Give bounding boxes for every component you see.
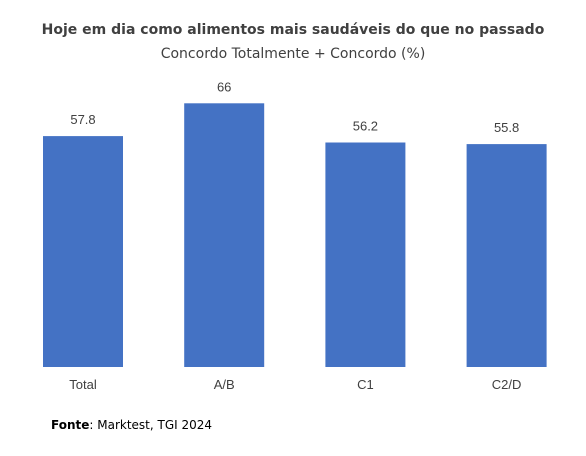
x-tick-label-c2-d: C2/D <box>492 377 522 392</box>
chart-subtitle: Concordo Totalmente + Concordo (%) <box>160 46 426 62</box>
data-label-c2-d: 55.8 <box>494 120 519 135</box>
chart-title: Hoje em dia como alimentos mais saudávei… <box>41 22 545 38</box>
data-label-a-b: 66 <box>217 79 231 94</box>
bar-c2-d <box>466 144 547 367</box>
source-text: : Marktest, TGI 2024 <box>89 418 213 432</box>
source-label: Fonte <box>51 418 90 432</box>
bar-total <box>43 136 123 367</box>
source-footnote: Fonte: Marktest, TGI 2024 <box>51 418 212 432</box>
data-label-c1: 56.2 <box>353 119 378 134</box>
data-label-total: 57.8 <box>70 112 95 127</box>
bar-c1 <box>325 142 406 367</box>
bar-a-b <box>184 103 265 368</box>
x-tick-label-total: Total <box>69 377 97 392</box>
x-tick-label-c1: C1 <box>357 377 374 392</box>
x-tick-label-a-b: A/B <box>214 377 235 392</box>
